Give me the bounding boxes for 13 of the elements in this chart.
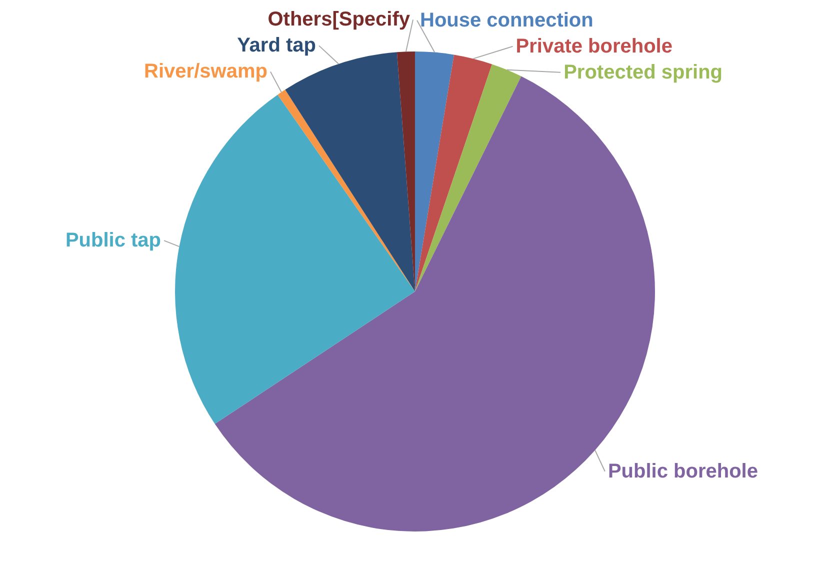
- slice-label: Private borehole: [516, 35, 672, 58]
- pie-slice: [175, 94, 415, 424]
- slice-label: House connection: [420, 9, 594, 32]
- pie-slice: [278, 90, 415, 292]
- slice-label: Public tap: [65, 230, 162, 252]
- slice-label: Public borehole: [608, 460, 758, 482]
- pie-slice: [415, 52, 454, 292]
- slice-label: Others[Specify: [268, 8, 411, 31]
- slice-label: Yard tap: [237, 34, 316, 57]
- pie-slice: [415, 64, 522, 292]
- slice-label: River/swamp: [144, 60, 268, 83]
- pie-slice: [415, 54, 492, 292]
- slice-label: Protected spring: [564, 61, 723, 84]
